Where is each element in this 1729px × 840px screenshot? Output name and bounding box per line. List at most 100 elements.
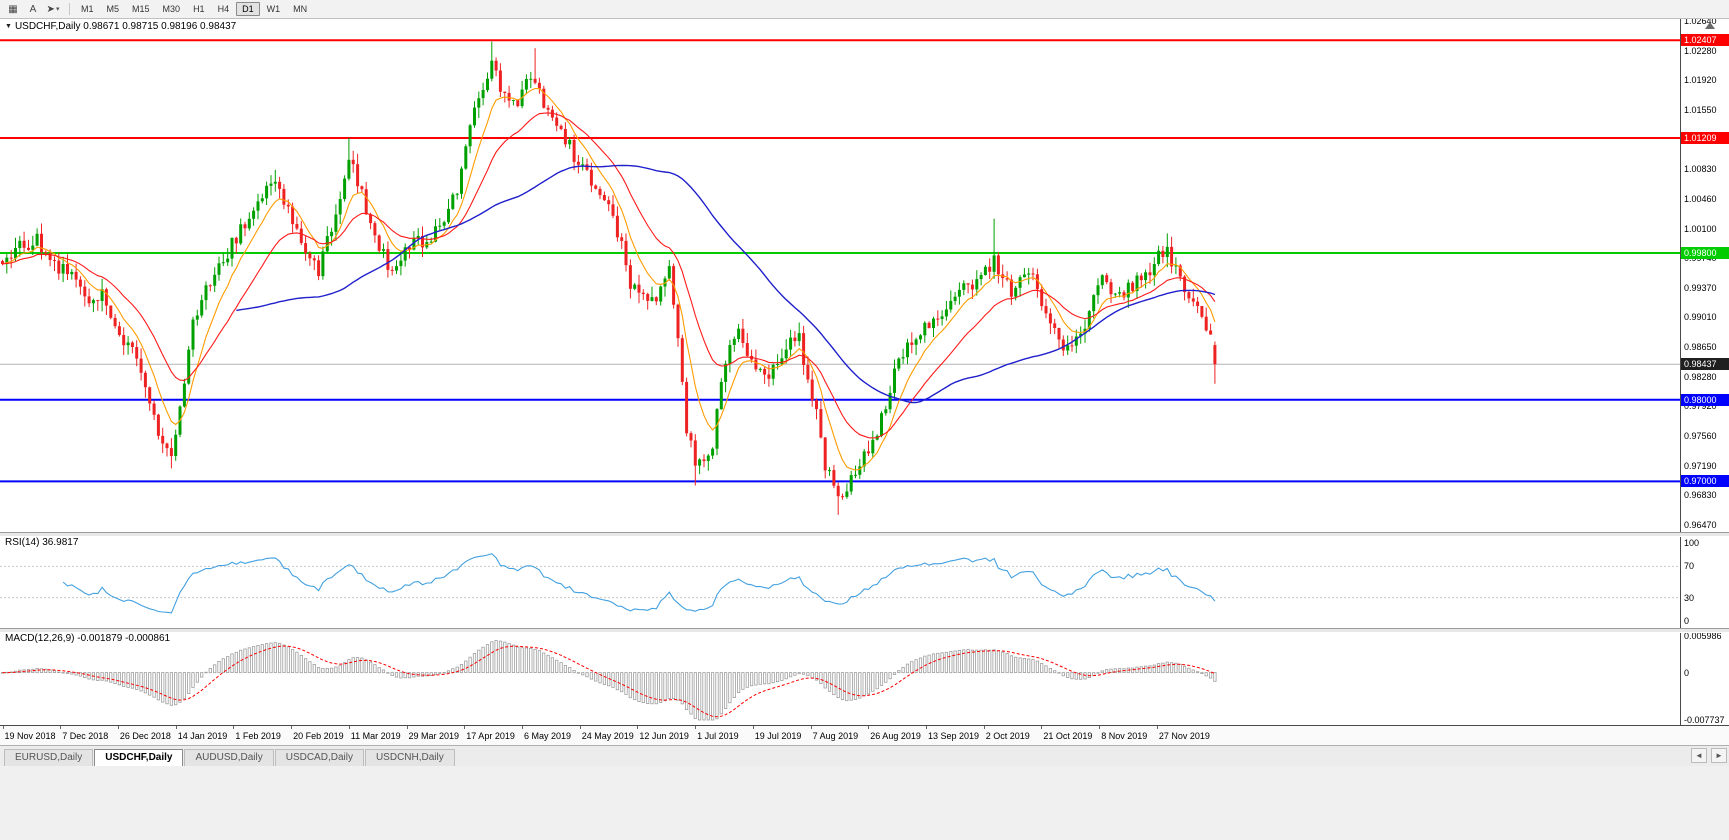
level-price-tag: 0.97000 (1681, 475, 1729, 488)
chart-tab-strip: EURUSD,Daily USDCHF,Daily AUDUSD,Daily USDC… (4, 749, 456, 766)
price-axis-label: 1.00830 (1684, 163, 1717, 174)
time-axis-label: 7 Dec 2018 (62, 731, 109, 741)
rsi-line (62, 553, 1216, 614)
text-tool-icon[interactable]: A (29, 3, 37, 15)
time-axis-tick (1041, 726, 1043, 729)
timeframe-button-m15[interactable]: M15 (132, 4, 150, 14)
rsi-level-lines (0, 565, 1680, 599)
window-background (0, 765, 1729, 840)
time-axis-label: 26 Aug 2019 (870, 731, 921, 741)
timeframe-button-h4[interactable]: H4 (217, 4, 230, 14)
price-axis-label: 0.98280 (1684, 372, 1717, 382)
timeframe-group: M1 M5 M15 M30 H1 H4 D1 W1 MN (75, 2, 314, 16)
time-axis-label: 13 Sep 2019 (928, 731, 980, 741)
chart-shift-marker-icon[interactable] (1705, 22, 1715, 29)
time-axis-tick (464, 726, 466, 729)
macd-axis-label: 0.005986 (1684, 631, 1722, 641)
price-axis-label: 0.97560 (1684, 430, 1717, 441)
time-axis-tick (1156, 726, 1158, 729)
price-axis-label: 1.00100 (1684, 223, 1717, 234)
panel-splitter[interactable] (0, 532, 1729, 537)
macd-axis-label: -0.007737 (1684, 715, 1725, 725)
timeframe-button-m1[interactable]: M1 (81, 4, 94, 14)
time-axis-label: 1 Jul 2019 (697, 731, 739, 741)
rsi-axis-label: 30 (1684, 592, 1695, 603)
time-axis-tick (348, 726, 350, 729)
time-axis-tick (810, 726, 812, 729)
price-axis-label: 0.96470 (1684, 519, 1717, 530)
time-axis-label: 20 Feb 2019 (293, 731, 344, 741)
macd-histogram (0, 640, 1217, 721)
macd-chart-canvas[interactable] (0, 631, 1729, 725)
time-axis-label: 1 Feb 2019 (235, 731, 281, 741)
macd-indicator-panel[interactable]: MACD(12,26,9) -0.001879 -0.000861 0.0059… (0, 631, 1729, 725)
macd-label: MACD(12,26,9) -0.001879 -0.000861 (5, 633, 171, 644)
price-axis-label: 0.98650 (1684, 341, 1717, 352)
price-axis-label: 0.99010 (1684, 312, 1717, 323)
price-axis-label: 1.02640 (1684, 18, 1717, 27)
time-axis-label: 11 Mar 2019 (350, 731, 401, 741)
time-axis-tick (983, 726, 985, 729)
rsi-axis-label: 100 (1684, 538, 1700, 548)
time-axis-tick (175, 726, 177, 729)
timeframe-button-h1[interactable]: H1 (193, 4, 205, 14)
rsi-axis-label: 0 (1684, 616, 1690, 626)
time-axis-tick (60, 726, 62, 729)
timeframe-button-m30[interactable]: M30 (162, 4, 181, 14)
time-axis-tick (579, 726, 581, 729)
tab-scroll-right-icon[interactable]: ► (1711, 748, 1727, 763)
time-axis-label: 17 Apr 2019 (466, 731, 515, 741)
time-axis-label: 19 Nov 2018 (4, 731, 56, 741)
price-axis-label: 1.01920 (1684, 75, 1717, 85)
level-price-tag: 0.99800 (1681, 247, 1729, 259)
time-axis-label: 14 Jan 2019 (177, 731, 228, 741)
time-axis-label: 2 Oct 2019 (985, 731, 1030, 741)
time-axis-label: 7 Aug 2019 (812, 731, 859, 741)
current-price-tag: 0.98437 (1681, 358, 1729, 371)
level-price-tag: 0.98000 (1681, 393, 1729, 406)
chart-tab-audusd[interactable]: AUDUSD,Daily (184, 749, 274, 766)
grid-tool-icon[interactable]: ▦ (8, 3, 18, 15)
chart-tab-usdcnh[interactable]: USDCNH,Daily (364, 749, 455, 766)
time-axis-label: 8 Nov 2019 (1101, 731, 1148, 741)
price-axis-label: 0.97190 (1684, 460, 1717, 471)
chart-collapse-icon[interactable]: ▼ (5, 23, 12, 30)
time-axis-label: 19 Jul 2019 (754, 731, 802, 741)
tab-scroll-controls: ◄ ► (1691, 748, 1727, 763)
timeframe-button-m5[interactable]: M5 (106, 4, 120, 14)
level-price-tag: 1.01209 (1681, 132, 1729, 144)
time-axis-tick (695, 726, 697, 729)
rsi-chart-canvas[interactable] (0, 535, 1729, 628)
price-axis-line (1680, 18, 1681, 725)
candlestick-chart-canvas[interactable] (0, 18, 1729, 532)
chart-tab-usdchf[interactable]: USDCHF,Daily (94, 749, 184, 766)
rsi-label: RSI(14) 36.9817 (5, 537, 79, 548)
timeframe-button-d1[interactable]: D1 (236, 2, 260, 16)
time-axis: 19 Nov 2018 7 Dec 2018 26 Dec 2018 14 Jan 2… (0, 725, 1729, 746)
time-axis-tick (406, 726, 408, 729)
chart-tab-eurusd[interactable]: EURUSD,Daily (4, 749, 94, 766)
time-axis-label: 21 Oct 2019 (1043, 731, 1093, 741)
toolbar-separator (69, 3, 70, 15)
chart-tab-bar: EURUSD,Daily USDCHF,Daily AUDUSD,Daily USDC… (0, 745, 1729, 766)
price-axis-label: 0.99370 (1684, 283, 1717, 294)
price-axis-label: 0.96830 (1684, 490, 1717, 501)
chart-tab-usdcad[interactable]: USDCAD,Daily (274, 749, 364, 766)
time-axis-label: 26 Dec 2018 (119, 731, 171, 741)
chart-title: ▼ USDCHF,Daily 0.98671 0.98715 0.98196 0.… (5, 21, 236, 32)
price-axis-label: 1.00460 (1684, 194, 1717, 205)
timeframe-button-mn[interactable]: MN (293, 4, 308, 14)
tab-scroll-left-icon[interactable]: ◄ (1691, 748, 1707, 763)
level-price-tag: 1.02407 (1681, 34, 1729, 47)
price-axis-label: 1.02280 (1684, 45, 1717, 56)
panel-splitter[interactable] (0, 628, 1729, 633)
main-chart-panel[interactable]: ▼ USDCHF,Daily 0.98671 0.98715 0.98196 0.… (0, 18, 1729, 532)
chevron-down-icon: ▾ (55, 6, 60, 13)
rsi-axis-label: 70 (1684, 561, 1695, 572)
timeframe-button-w1[interactable]: W1 (266, 4, 281, 14)
draw-tool-button[interactable]: ➤ ▾ (44, 2, 62, 16)
macd-signal-line (2, 645, 1216, 718)
level-lines (0, 39, 1680, 483)
time-axis-tick (291, 726, 293, 729)
rsi-indicator-panel[interactable]: RSI(14) 36.9817 100 70 30 0 (0, 535, 1729, 628)
